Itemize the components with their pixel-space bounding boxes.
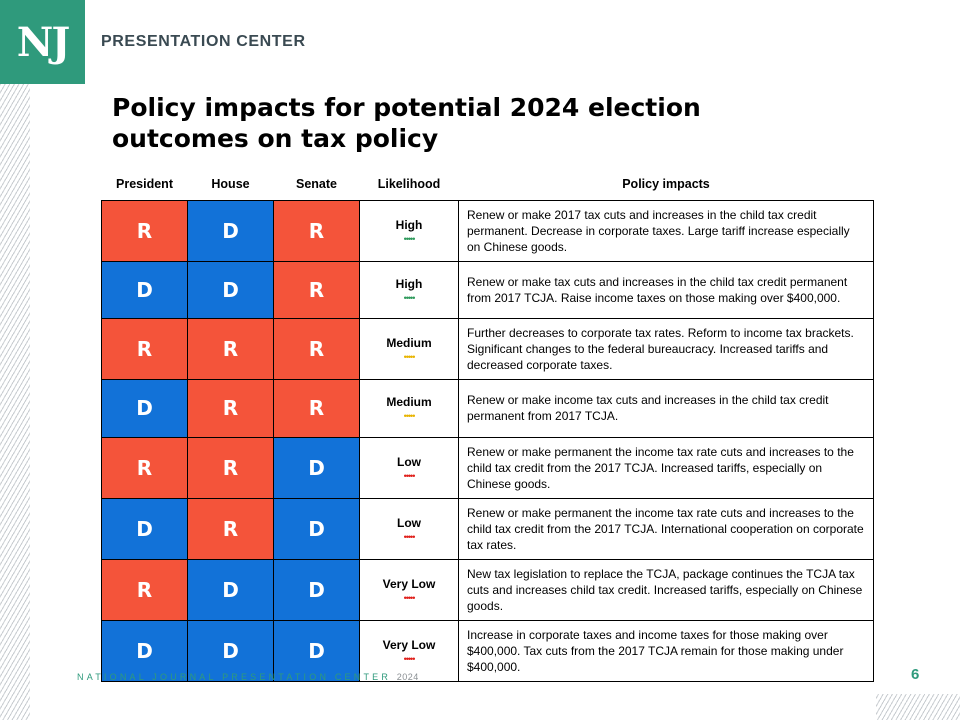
policy-impacts-table: President House Senate Likelihood Policy… [101, 172, 874, 682]
house-party-cell: R [187, 379, 274, 438]
table-row: D R R Medium ••••• Renew or make income tax c… [101, 379, 874, 438]
president-party-cell: R [101, 318, 188, 381]
president-party-cell: R [101, 436, 188, 499]
policy-impact-text: Renew or make 2017 tax cuts and increase… [458, 199, 874, 262]
senate-party-cell: R [273, 199, 360, 262]
likelihood-cell: Medium ••••• [359, 318, 459, 381]
president-party-cell: R [101, 558, 188, 621]
likelihood-cell: Very Low ••••• [359, 619, 459, 682]
president-party-cell: D [101, 260, 188, 320]
president-party-cell: D [101, 497, 188, 560]
policy-impact-text: New tax legislation to replace the TCJA,… [458, 558, 874, 621]
likelihood-dots-icon: ••••• [403, 411, 416, 422]
table-row: D D R High ••••• Renew or make tax cuts and i… [101, 260, 874, 320]
header-senate: Senate [296, 176, 337, 191]
table-header-row: President House Senate Likelihood Policy… [102, 172, 874, 200]
senate-party-cell: D [273, 436, 360, 499]
table-row: D R D Low ••••• Renew or make permanent the i… [101, 497, 874, 560]
likelihood-cell: Low ••••• [359, 436, 459, 499]
house-party-cell: R [187, 497, 274, 560]
decorative-hatch-left [0, 84, 30, 720]
header-label: PRESENTATION CENTER [101, 33, 306, 50]
table-row: D D D Very Low ••••• Increase in corporate ta… [101, 619, 874, 682]
likelihood-dots-icon: ••••• [403, 531, 416, 542]
slide-title: Policy impacts for potential 2024 electi… [112, 93, 701, 153]
senate-party-cell: R [273, 260, 360, 320]
senate-party-cell: R [273, 318, 360, 381]
likelihood-dots-icon: ••••• [403, 292, 416, 303]
president-party-cell: D [101, 379, 188, 438]
policy-impact-text: Further decreases to corporate tax rates… [458, 318, 874, 381]
nj-logo: NJ [0, 0, 85, 84]
footer: NATIONAL JOURNAL PRESENTATION CENTER 202… [77, 672, 419, 682]
likelihood-dots-icon: ••••• [403, 352, 416, 363]
decorative-hatch-bottom-right [876, 694, 960, 720]
house-party-cell: D [187, 199, 274, 262]
likelihood-label: Very Low [382, 576, 436, 591]
header-policy-impacts: Policy impacts [622, 176, 710, 191]
likelihood-dots-icon: ••••• [403, 653, 416, 664]
senate-party-cell: D [273, 558, 360, 621]
likelihood-dots-icon: ••••• [403, 592, 416, 603]
likelihood-label: Medium [386, 336, 432, 351]
likelihood-label: Very Low [382, 637, 436, 652]
table-row: R R R Medium ••••• Further decreases to corpo… [101, 318, 874, 381]
footer-text: NATIONAL JOURNAL PRESENTATION CENTER [77, 672, 392, 682]
footer-year: 2024 [396, 672, 419, 682]
table-row: R D R High ••••• Renew or make 2017 tax cuts … [101, 199, 874, 262]
policy-impact-text: Renew or make permanent the income tax r… [458, 436, 874, 499]
likelihood-cell: Low ••••• [359, 497, 459, 560]
page-number: 6 [911, 666, 920, 683]
likelihood-label: Low [397, 454, 421, 469]
likelihood-dots-icon: ••••• [403, 470, 416, 481]
house-party-cell: D [187, 260, 274, 320]
likelihood-cell: High ••••• [359, 199, 459, 262]
table-row: R R D Low ••••• Renew or make permanent the i… [101, 436, 874, 499]
policy-impact-text: Renew or make income tax cuts and increa… [458, 379, 874, 438]
house-party-cell: R [187, 436, 274, 499]
senate-party-cell: D [273, 619, 360, 682]
header-house: House [211, 176, 250, 191]
policy-impact-text: Renew or make tax cuts and increases in … [458, 260, 874, 320]
likelihood-label: High [395, 276, 423, 291]
policy-impact-text: Increase in corporate taxes and income t… [458, 619, 874, 682]
likelihood-cell: Very Low ••••• [359, 558, 459, 621]
president-party-cell: D [101, 619, 188, 682]
house-party-cell: D [187, 558, 274, 621]
president-party-cell: R [101, 199, 188, 262]
header-likelihood: Likelihood [377, 176, 441, 191]
likelihood-cell: Medium ••••• [359, 379, 459, 438]
senate-party-cell: R [273, 379, 360, 438]
likelihood-cell: High ••••• [359, 260, 459, 320]
likelihood-label: Low [397, 515, 421, 530]
likelihood-dots-icon: ••••• [403, 233, 416, 244]
table-body: R D R High ••••• Renew or make 2017 tax cuts … [101, 199, 874, 682]
house-party-cell: R [187, 318, 274, 381]
senate-party-cell: D [273, 497, 360, 560]
likelihood-label: Medium [386, 395, 432, 410]
policy-impact-text: Renew or make permanent the income tax r… [458, 497, 874, 560]
header-president: President [116, 176, 173, 191]
table-row: R D D Very Low ••••• New tax legislation to r… [101, 558, 874, 621]
likelihood-label: High [395, 217, 423, 232]
